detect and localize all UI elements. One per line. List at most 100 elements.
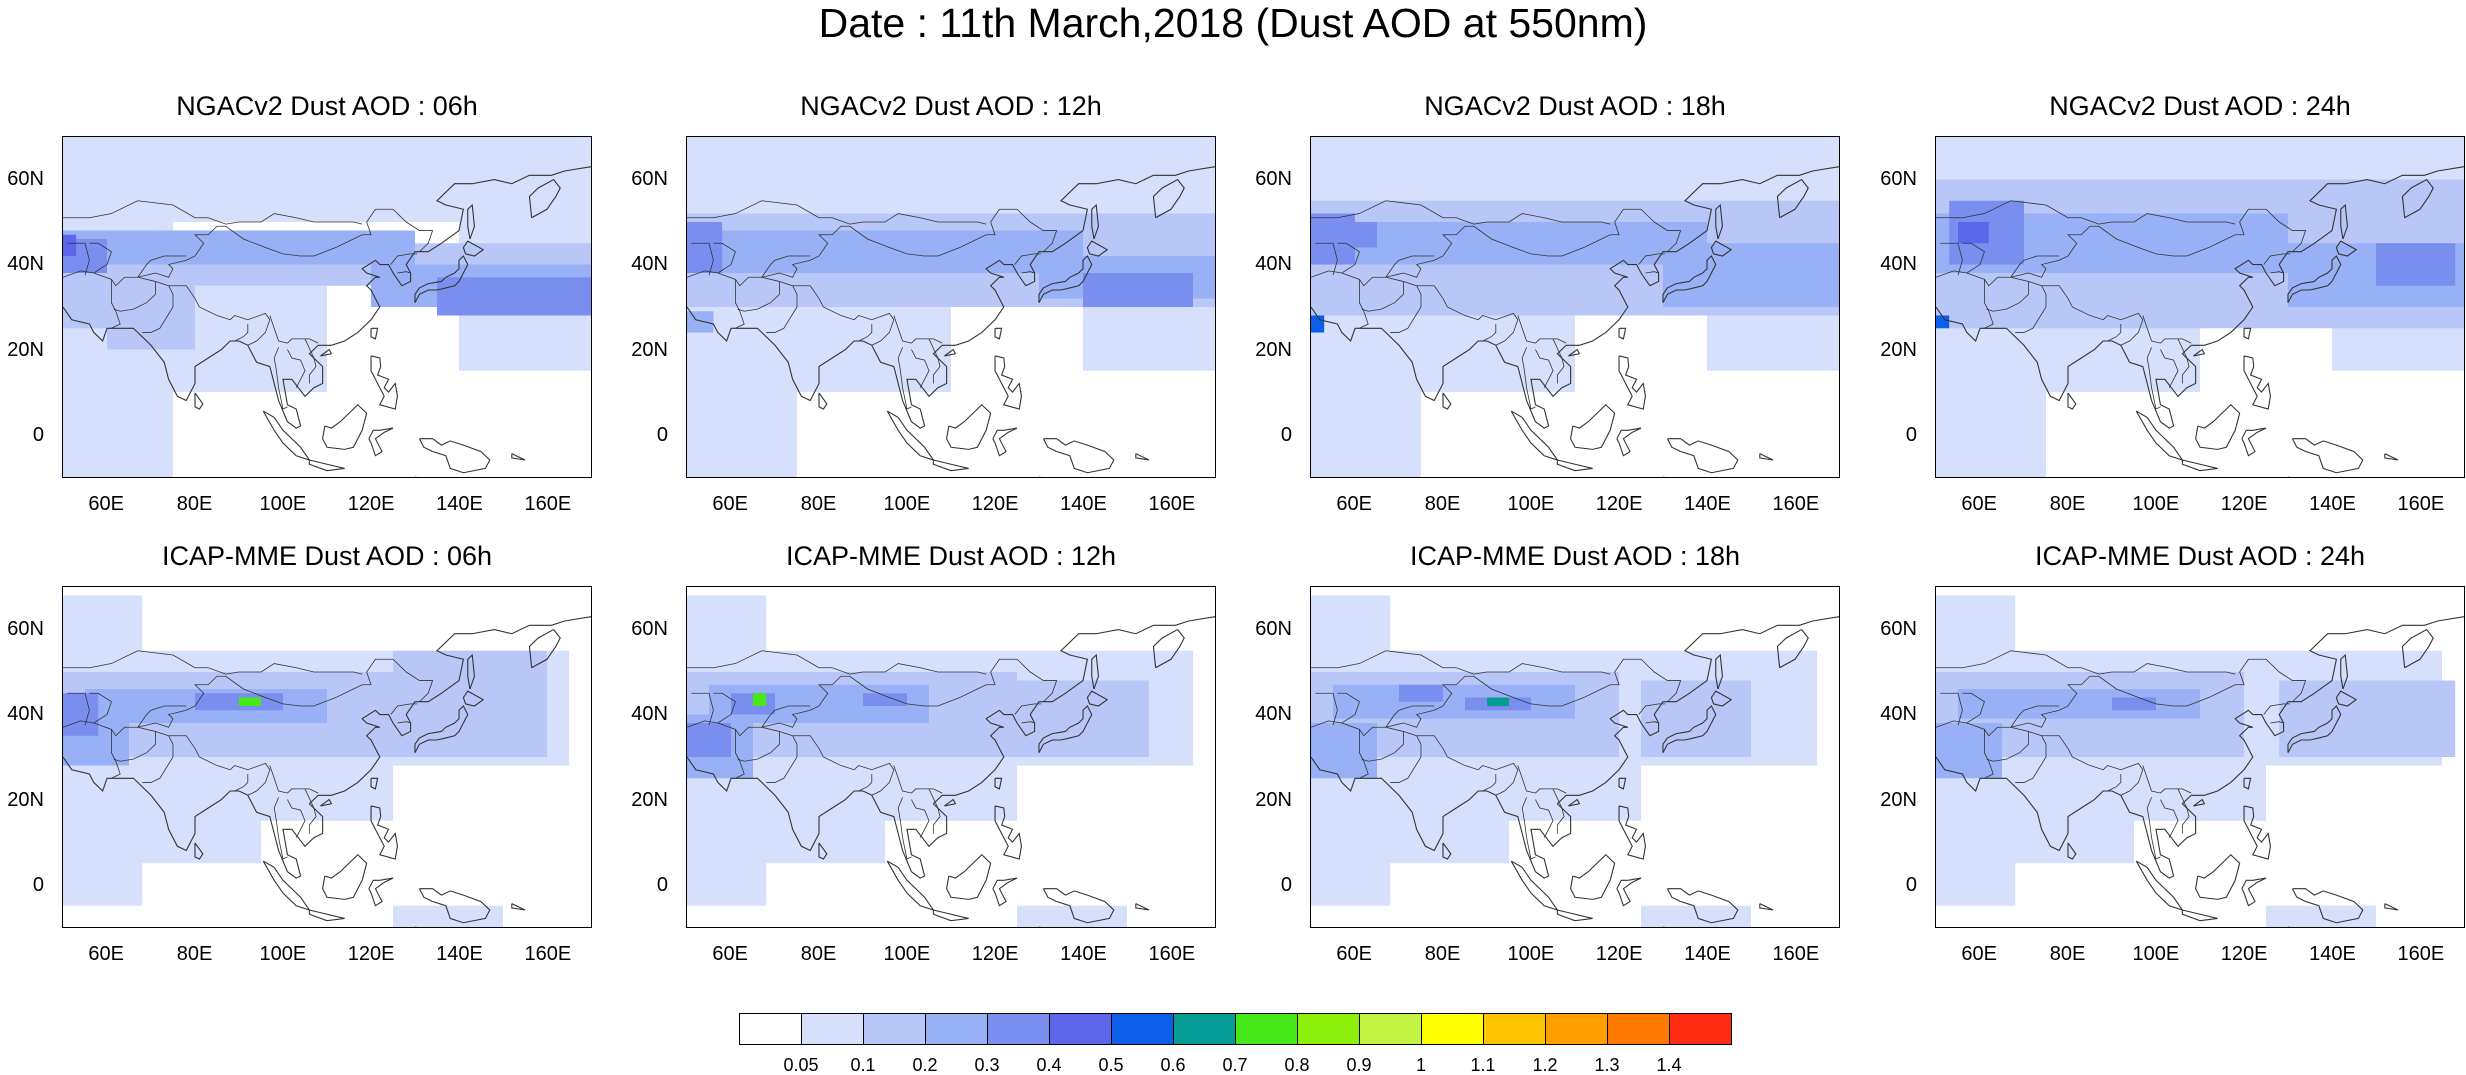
coastline [2340,653,2348,690]
coastline [897,797,912,860]
coastline [2041,735,2144,796]
coastline [687,208,1058,287]
lon-tick-label: 100E [259,493,307,515]
colorbar-swatch [1297,1013,1360,1045]
coastline [1776,178,1809,219]
coastline [1638,253,1666,265]
coastline [691,242,714,276]
panel-title: NGACv2 Dust AOD : 24h [2049,91,2351,121]
coastline [928,788,941,834]
lat-tick-label: 20N [1255,788,1292,811]
coastline [1482,324,1497,342]
map-frame [1310,586,1840,928]
coastline [932,459,969,472]
coastline [2243,777,2252,790]
coastline [1568,348,1581,357]
map-canvas [687,137,1215,477]
lon-tick-label: 80E [800,943,837,965]
lat-tick-label: 0 [32,424,44,447]
aod-shading-patch [753,693,767,706]
coastline [687,658,1058,737]
map-canvas [1936,137,2464,477]
coastline [1442,392,1452,410]
lon-tick-label: 80E [1424,493,1461,515]
colorbar-swatch [739,1013,802,1045]
coastline [2160,349,2179,388]
coastline [1385,705,1435,728]
coastline [1359,729,1369,779]
coastline [2142,315,2192,344]
coastline [390,253,418,265]
lon-tick-label: 160E [1148,943,1196,965]
panel-title: ICAP-MME Dust AOD : 12h [785,541,1117,571]
aod-shading-patch [2134,820,2266,927]
coastline [687,650,987,675]
coastline [511,453,526,461]
lon-tick-label: 80E [800,493,837,515]
coastline [1021,271,1035,274]
coastline [63,658,434,737]
lat-tick-label: 0 [1280,874,1292,897]
aod-shading-patch [1958,222,1989,244]
coastline [2015,281,2047,333]
coastline [467,653,475,690]
coastline [886,860,935,912]
lat-tick-label: 40N [1255,703,1292,726]
coastline [1311,200,1611,225]
coastline [691,692,714,726]
lat-tick-label: 0 [656,424,668,447]
coastline [2335,690,2358,707]
coastline [858,774,873,792]
lon-tick-label: 120E [971,493,1019,515]
colorbar-label: 0.8 [1284,1055,1310,1075]
colorbar-swatch [1173,1013,1236,1045]
aod-shading-patch [2112,697,2156,711]
map-frame [1935,136,2465,478]
lon-tick-label: 160E [1772,943,1820,965]
coastline [1759,903,1774,911]
coastline [792,285,895,346]
lon-tick-label: 60E [1961,493,1997,515]
coastline [67,692,90,726]
lon-tick-label: 160E [1772,493,1820,515]
coastline [1416,735,1519,796]
coastline [2041,285,2144,346]
lon-tick-label: 80E [2049,943,2086,965]
coastline [89,242,112,274]
coastline [528,628,561,669]
coastline [63,650,363,675]
coastline [63,616,591,879]
coastline [304,338,317,384]
map-canvas [63,137,591,477]
lat-tick-label: 0 [1280,424,1292,447]
coastline [1311,616,1839,879]
lon-tick-label: 80E [176,493,213,515]
colorbar-label: 1.1 [1470,1055,1496,1075]
coastline [946,853,992,900]
coastline [944,798,957,807]
coastline [1014,703,1042,715]
coastline [994,805,1022,860]
coastline [467,203,475,240]
aod-shading-patch [687,222,723,273]
coastline [397,271,411,274]
coastline [713,692,736,724]
coastline [792,735,895,796]
lon-tick-label: 60E [712,943,748,965]
coastline [2193,798,2206,807]
coastline [994,355,1022,410]
coastline [1936,200,2236,225]
lon-tick-label: 160E [2397,943,2445,965]
coastline [320,348,333,357]
lon-tick-label: 60E [88,943,124,965]
lon-tick-label: 140E [436,943,483,965]
lon-tick-label: 80E [2049,493,2086,515]
lat-tick-label: 0 [1905,424,1917,447]
coastline [304,788,317,834]
coastline [687,616,1215,879]
colorbar-label: 0.5 [1098,1055,1124,1075]
lat-tick-label: 60N [631,617,668,640]
panel-title: ICAP-MME Dust AOD : 18h [1409,541,1741,571]
coastline [1638,703,1666,715]
aod-shading-patch [2376,243,2456,286]
